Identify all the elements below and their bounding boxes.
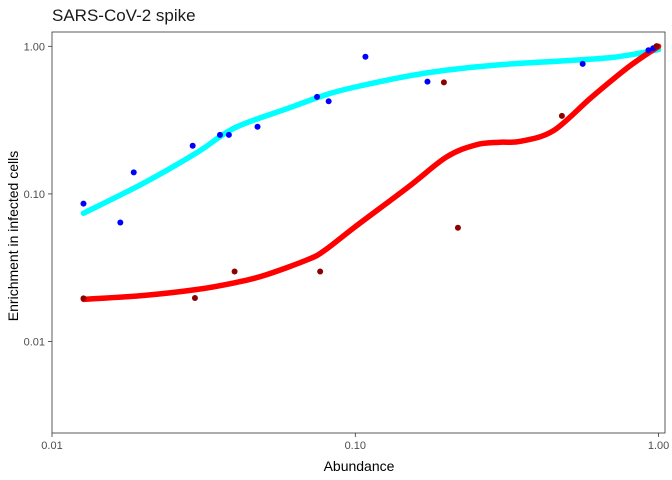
data-point-series-1	[362, 53, 369, 60]
axis-ticks: 0.01 0.10 1.00 0.01 0.10 1.00	[24, 41, 670, 452]
data-point-series-1	[579, 60, 586, 67]
data-point-series-1	[325, 98, 332, 105]
data-point-series-2	[558, 112, 565, 119]
data-point-series-2	[454, 224, 461, 231]
x-tick-label: 0.01	[41, 440, 62, 452]
data-point-series-1	[424, 78, 431, 85]
data-point-series-2	[80, 295, 87, 302]
data-points	[80, 43, 660, 302]
data-point-series-1	[130, 169, 137, 176]
y-tick-label: 0.10	[24, 189, 45, 201]
smooth-line-series-2	[80, 43, 662, 303]
data-point-series-1	[314, 93, 321, 100]
x-axis-title: Abundance	[324, 458, 395, 474]
data-point-series-1	[117, 219, 124, 226]
chart-title: SARS-CoV-2 spike	[52, 6, 196, 25]
data-point-series-1	[225, 131, 232, 138]
y-tick-label: 0.01	[24, 337, 45, 349]
data-point-series-2	[653, 43, 660, 50]
data-point-series-2	[317, 268, 324, 275]
data-point-series-1	[254, 123, 261, 130]
data-point-series-1	[645, 47, 652, 54]
plot-panel	[51, 31, 666, 434]
y-axis-title: Enrichment in infected cells	[5, 151, 21, 321]
data-point-series-2	[191, 295, 198, 302]
data-point-series-1	[216, 131, 223, 138]
data-point-series-2	[231, 268, 238, 275]
x-tick-label: 1.00	[648, 440, 669, 452]
data-point-series-1	[189, 142, 196, 149]
y-tick-label: 1.00	[24, 41, 45, 53]
smooth-line-series-1	[80, 46, 662, 216]
data-point-series-2	[440, 79, 447, 86]
x-tick-label: 0.10	[345, 440, 366, 452]
smooth-lines	[80, 43, 662, 303]
data-point-series-1	[80, 200, 87, 207]
